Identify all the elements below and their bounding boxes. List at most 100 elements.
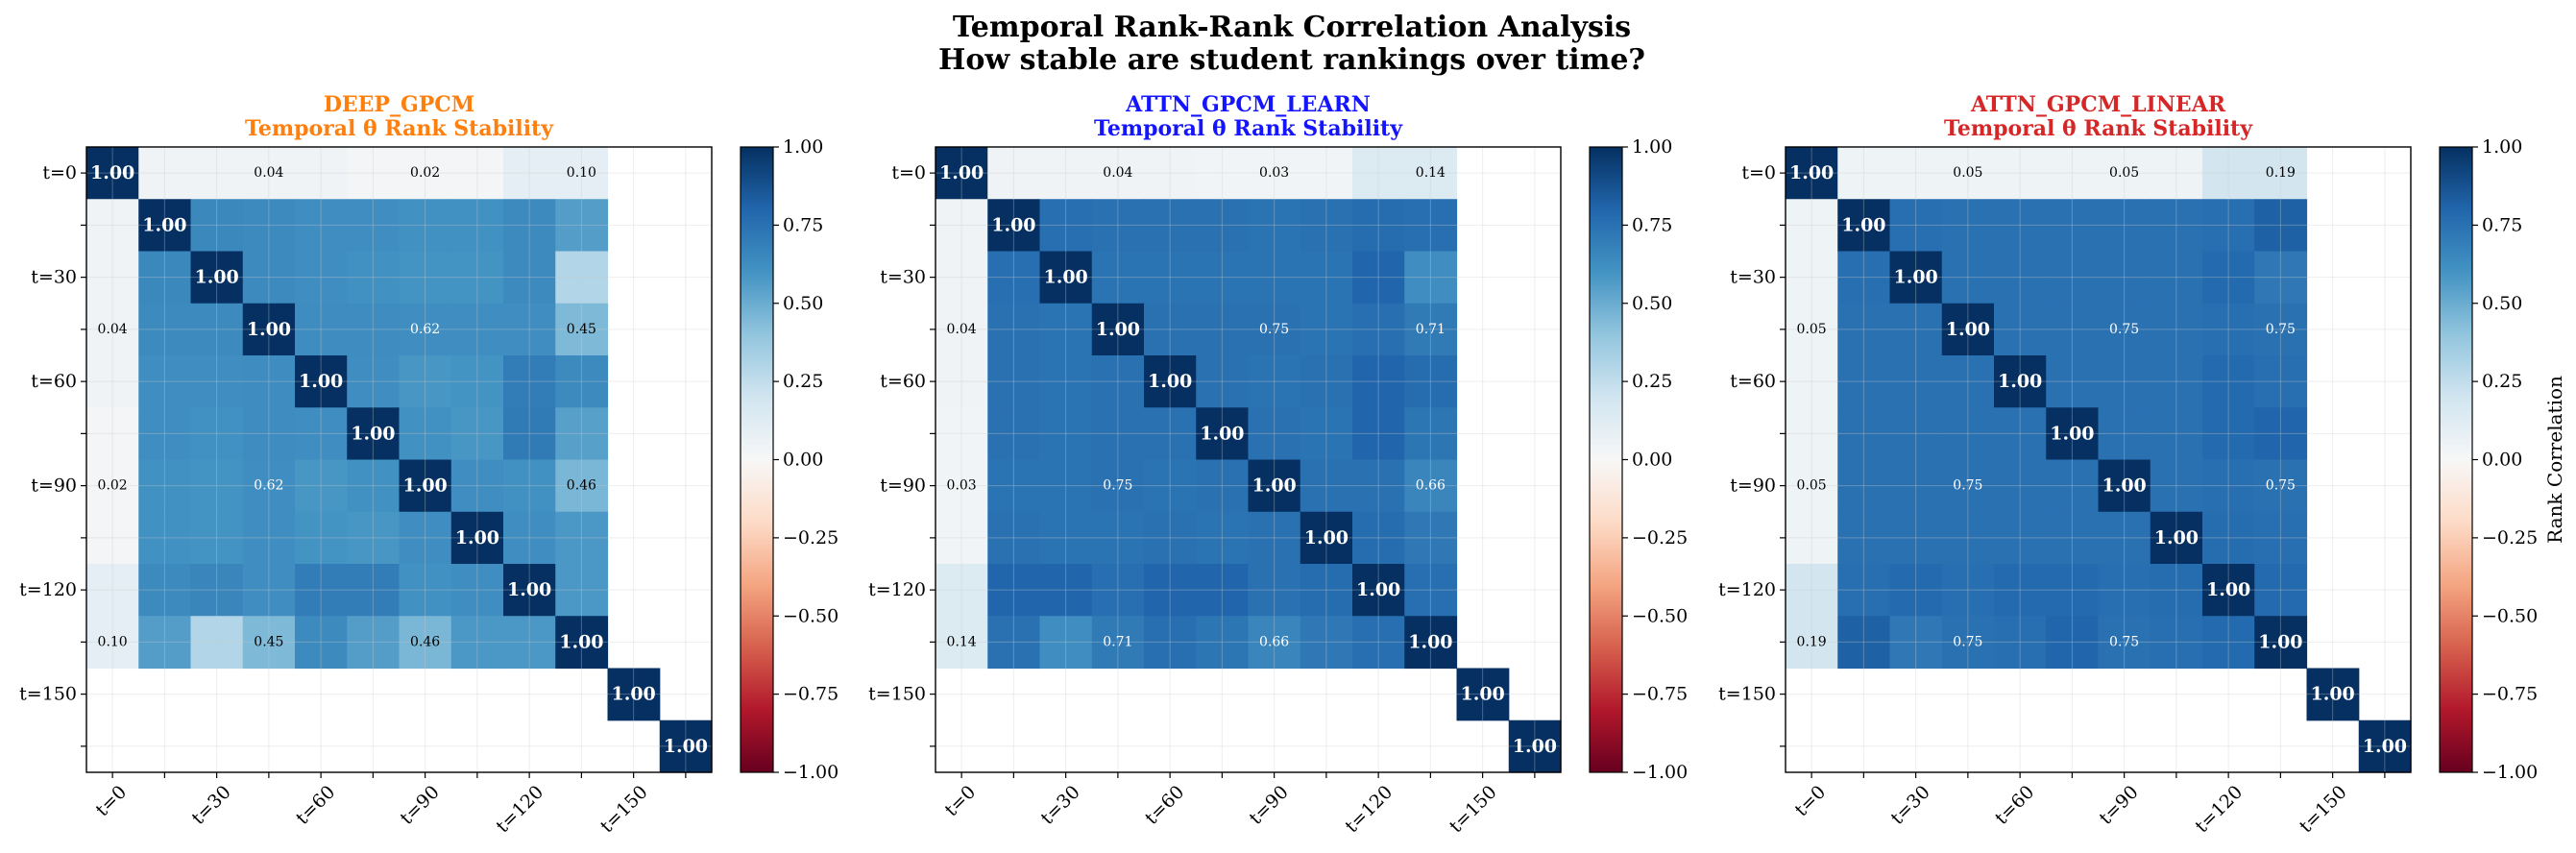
cell-annotation: 1.00 [559,631,603,652]
heatmap-cell [295,407,348,461]
heatmap-cell [295,355,348,408]
x-tick-label: t=0 [1791,782,1831,821]
heatmap-cell [190,355,244,408]
heatmap-cell [86,251,139,305]
heatmap-cell [242,511,296,565]
y-tick-label: t=90 [31,475,77,497]
heatmap-cell [1994,616,2047,670]
heatmap-cell [936,511,988,565]
heatmap-cell [190,407,244,461]
heatmap-cell [450,147,504,200]
heatmap-cell [450,511,504,565]
heatmap-cell [1091,564,1145,617]
y-tick-label: t=60 [31,371,77,392]
heatmap-cell [1941,147,1995,200]
heatmap-cell [347,407,401,461]
heatmap-cell [2254,147,2308,200]
heatmap-cell [138,564,192,617]
heatmap-cell [2098,564,2151,617]
heatmap-cell [190,303,244,356]
heatmap-cell [1404,616,1458,670]
heatmap-cell [1786,459,1838,513]
heatmap-cell [347,616,401,670]
heatmap-cell [2150,355,2203,408]
heatmap-cell [1091,459,1145,513]
heatmap-cell [503,355,556,408]
heatmap-cell [399,564,452,617]
cell-annotation: 1.00 [1200,423,1244,444]
heatmap-cell [138,199,192,253]
heatmap-cell [1994,564,2047,617]
heatmap-cell [347,199,401,253]
heatmap-cell [450,564,504,617]
cell-annotation: 0.02 [410,165,440,181]
x-tick-label: t=30 [1886,782,1933,829]
heatmap-cell [399,303,452,356]
heatmap-cell [1352,303,1405,356]
figure-title-line1: Temporal Rank-Rank Correlation Analysis [953,11,1631,44]
heatmap-cell [987,147,1041,200]
cell-annotation: 1.00 [2363,736,2407,757]
cell-annotation: 0.05 [1953,165,1982,181]
heatmap-cell [138,459,192,513]
heatmap-cell [1786,199,1838,253]
heatmap-cell [1352,251,1405,305]
heatmap-cell [1248,199,1301,253]
colorbar-tick-label: 0.25 [2482,371,2522,392]
heatmap-cell [1300,199,1353,253]
heatmap-cell [399,147,452,200]
heatmap-cell [1300,251,1353,305]
heatmap-cell [1248,459,1301,513]
heatmap-cell [1248,564,1301,617]
heatmap-cell [1837,147,1891,200]
heatmap-cell [1404,564,1458,617]
heatmap-cell [1889,147,1943,200]
cell-annotation: 1.00 [351,423,395,444]
colorbar-tick-label: 0.75 [2482,214,2522,235]
heatmap-cell [1300,564,1353,617]
heatmap-cell [2202,251,2255,305]
x-tick-label: t=150 [2296,782,2351,838]
x-axis-ticks: t=0 t=30 t=60 t=90 t=120 t=150 [1791,772,2386,838]
heatmap-cell [2046,407,2100,461]
heatmap-cell [1352,459,1405,513]
cell-annotation: 1.00 [142,214,186,235]
heatmap-cell [936,616,988,670]
heatmap-cell [503,564,556,617]
cell-annotation: 0.66 [1416,478,1446,494]
heatmap-cell [1196,616,1250,670]
heatmap-cell [2046,303,2100,356]
heatmap-cell [295,564,348,617]
heatmap-cell [1786,407,1838,461]
y-tick-label: t=120 [868,579,926,600]
heatmap-cell [936,199,988,253]
heatmap-cell [1300,511,1353,565]
heatmap-cell [2202,407,2255,461]
heatmap-cell [1144,251,1197,305]
heatmap-cell [1994,355,2047,408]
cell-annotation: 0.10 [98,634,128,649]
heatmap-cell [1039,616,1093,670]
heatmap-cell [1352,407,1405,461]
heatmap-cell [86,355,139,408]
heatmap-cell [295,616,348,670]
heatmap-cell [503,303,556,356]
heatmap-cell [1994,199,2047,253]
x-tick-label: t=150 [1446,782,1501,838]
heatmap-cell [347,147,401,200]
heatmap-cell [987,251,1041,305]
x-tick-label: t=0 [92,782,132,821]
colorbar-tick-label: 0.25 [783,371,823,392]
heatmap-cell [987,355,1041,408]
heatmap-cell [2202,511,2255,565]
colorbar-tick-label: −1.00 [783,762,838,783]
heatmap-cell [347,564,401,617]
heatmap-cell [1248,355,1301,408]
panel-title-model: DEEP_GPCM [324,92,474,117]
cell-annotation: 0.75 [1953,634,1982,649]
heatmap-cell [1404,459,1458,513]
heatmap-cell [503,616,556,670]
heatmap-cell [1091,199,1145,253]
